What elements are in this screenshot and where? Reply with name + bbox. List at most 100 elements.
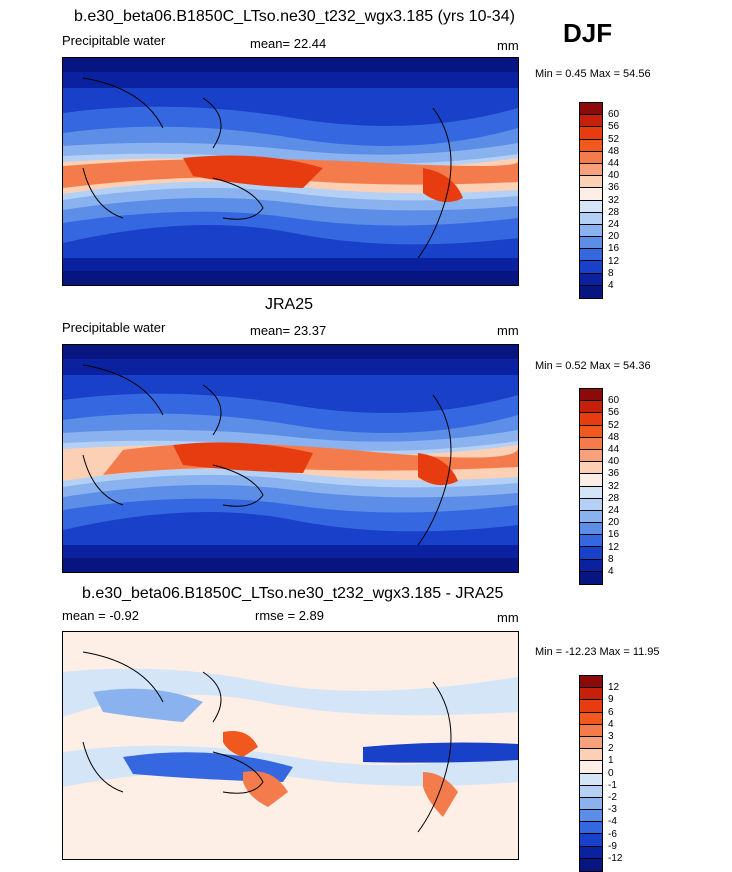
panel3-rmse-label: rmse = 2.89 — [255, 608, 325, 623]
panel1-variable-label: Precipitable water — [62, 33, 166, 48]
colorbar-cell — [580, 401, 602, 414]
panel2-title: JRA25 — [265, 296, 314, 313]
panel3-title: b.e30_beta06.B1850C_LTso.ne30_t232_wgx3.… — [82, 585, 504, 602]
colorbar-cell — [580, 749, 602, 762]
panel1-minmax-label: Min = 0.45 Max = 54.56 — [535, 68, 651, 80]
colorbar-cell — [580, 523, 602, 536]
colorbar-cell — [580, 571, 602, 584]
colorbar-cell — [580, 103, 602, 116]
panel1-colorbar — [579, 102, 603, 299]
colorbar-cell — [580, 486, 602, 499]
colorbar-cell — [580, 176, 602, 189]
colorbar-tick-label: 4 — [608, 280, 614, 291]
panel3-colorbar — [579, 675, 603, 872]
colorbar-cell — [580, 724, 602, 737]
colorbar-cell — [580, 474, 602, 487]
colorbar-cell — [580, 249, 602, 262]
panel1-mean-label: mean= 22.44 — [250, 36, 327, 51]
colorbar-cell — [580, 163, 602, 177]
colorbar-tick-label: 3 — [608, 731, 614, 742]
colorbar-tick-label: 40 — [608, 170, 620, 182]
colorbar-tick-label: 52 — [608, 133, 620, 145]
panel2-mean-label: mean= 23.37 — [250, 323, 327, 338]
colorbar-cell — [580, 510, 602, 524]
colorbar-cell — [580, 285, 602, 298]
colorbar-tick-label: 12 — [608, 541, 620, 553]
colorbar-tick-label: 60 — [608, 395, 620, 407]
colorbar-tick-label: -3 — [608, 804, 617, 816]
colorbar-tick-label: -2 — [608, 792, 617, 803]
colorbar-tick-label: 32 — [608, 194, 620, 206]
colorbar-cell — [580, 212, 602, 225]
colorbar-cell — [580, 498, 602, 511]
panel1-title: b.e30_beta06.B1850C_LTso.ne30_t232_wgx3.… — [74, 8, 515, 25]
panel3-units-label: mm — [497, 610, 519, 625]
colorbar-cell — [580, 688, 602, 701]
colorbar-cell — [580, 425, 602, 438]
colorbar-cell — [580, 761, 602, 774]
season-label: DJF — [563, 18, 613, 48]
colorbar-tick-label: 48 — [608, 431, 620, 443]
colorbar-cell — [580, 810, 602, 823]
colorbar-cell — [580, 559, 602, 572]
colorbar-tick-label: 20 — [608, 231, 620, 243]
colorbar-cell — [580, 115, 602, 128]
colorbar-tick-label: 16 — [608, 529, 620, 541]
colorbar-tick-label: 1 — [608, 755, 614, 767]
colorbar-tick-label: 2 — [608, 743, 614, 755]
colorbar-tick-label: 16 — [608, 243, 620, 255]
colorbar-cell — [580, 200, 602, 213]
panel1-units-label: mm — [497, 38, 519, 53]
colorbar-cell — [580, 712, 602, 725]
colorbar-tick-label: 20 — [608, 517, 620, 529]
colorbar-cell — [580, 273, 602, 286]
colorbar-cell — [580, 151, 602, 164]
colorbar-cell — [580, 139, 602, 152]
colorbar-cell — [580, 846, 602, 859]
colorbar-cell — [580, 797, 602, 811]
colorbar-tick-label: 12 — [608, 255, 620, 267]
colorbar-cell — [580, 261, 602, 274]
panel3-map — [62, 631, 519, 860]
colorbar-tick-label: 48 — [608, 145, 620, 157]
colorbar-tick-label: -6 — [608, 828, 617, 840]
colorbar-cell — [580, 127, 602, 140]
colorbar-cell — [580, 736, 602, 750]
colorbar-cell — [580, 437, 602, 450]
colorbar-tick-label: -1 — [608, 779, 617, 791]
colorbar-tick-label: -9 — [608, 840, 617, 852]
colorbar-tick-label: 56 — [608, 407, 620, 419]
colorbar-tick-label: 4 — [608, 566, 614, 577]
panel1-map — [62, 57, 519, 286]
colorbar-tick-label: 36 — [608, 182, 620, 194]
colorbar-cell — [580, 535, 602, 548]
colorbar-tick-label: 32 — [608, 480, 620, 492]
panel2-map — [62, 344, 519, 573]
colorbar-tick-label: 6 — [608, 706, 614, 718]
colorbar-tick-label: -4 — [608, 816, 617, 828]
colorbar-tick-label: 24 — [608, 219, 620, 230]
colorbar-tick-label: 9 — [608, 694, 614, 706]
colorbar-tick-label: 24 — [608, 505, 620, 516]
colorbar-cell — [580, 676, 602, 689]
colorbar-tick-label: 8 — [608, 267, 614, 279]
colorbar-cell — [580, 237, 602, 250]
colorbar-tick-label: -12 — [608, 853, 623, 864]
colorbar-tick-label: 60 — [608, 109, 620, 121]
colorbar-tick-label: 36 — [608, 468, 620, 480]
colorbar-tick-label: 28 — [608, 492, 620, 504]
colorbar-tick-label: 0 — [608, 767, 614, 779]
colorbar-cell — [580, 462, 602, 475]
colorbar-cell — [580, 389, 602, 402]
colorbar-tick-label: 8 — [608, 553, 614, 565]
panel2-colorbar — [579, 388, 603, 585]
colorbar-cell — [580, 785, 602, 798]
colorbar-tick-label: 4 — [608, 718, 614, 730]
colorbar-cell — [580, 188, 602, 201]
colorbar-tick-label: 52 — [608, 419, 620, 431]
colorbar-tick-label: 44 — [608, 158, 620, 169]
colorbar-cell — [580, 224, 602, 238]
colorbar-cell — [580, 773, 602, 786]
colorbar-cell — [580, 547, 602, 560]
panel2-minmax-label: Min = 0.52 Max = 54.36 — [535, 360, 651, 372]
